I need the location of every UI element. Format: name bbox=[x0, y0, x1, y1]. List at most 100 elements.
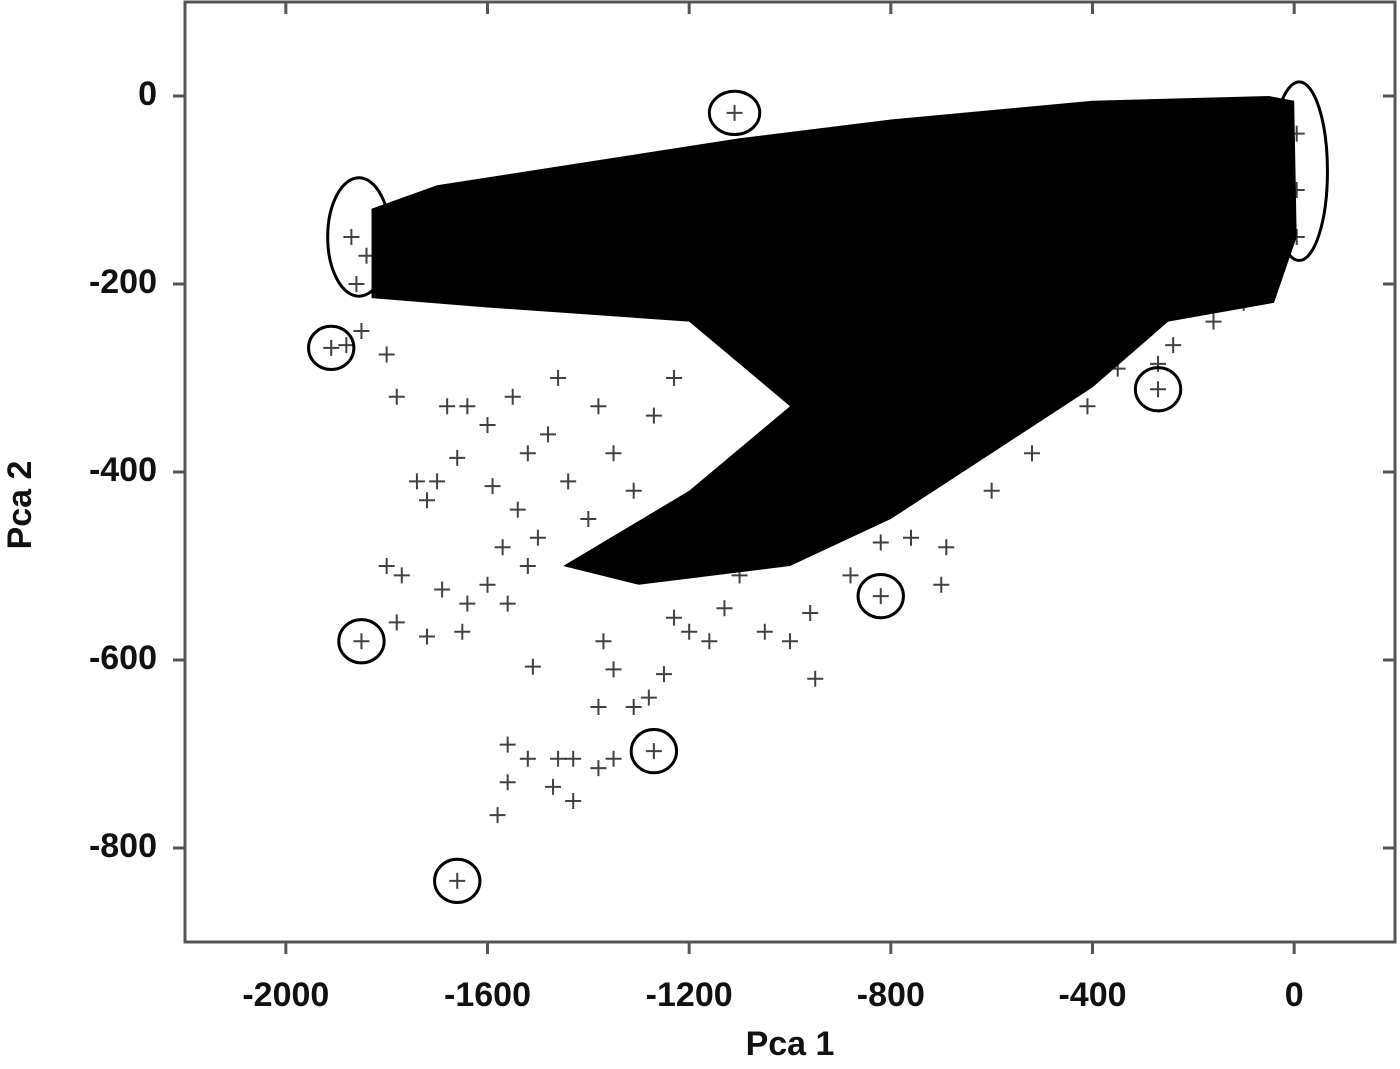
point bbox=[640, 689, 657, 706]
point bbox=[519, 558, 536, 574]
highlight-ellipse bbox=[629, 728, 679, 775]
point bbox=[1024, 445, 1040, 462]
point bbox=[1150, 381, 1167, 398]
point bbox=[605, 445, 622, 462]
point bbox=[872, 534, 889, 551]
point bbox=[605, 750, 622, 767]
y-tick-label: -200 bbox=[89, 263, 157, 301]
point bbox=[625, 482, 642, 499]
point bbox=[459, 595, 476, 612]
point bbox=[343, 229, 360, 245]
x-tick-label: -400 bbox=[1058, 976, 1126, 1014]
point bbox=[323, 339, 340, 356]
point bbox=[938, 539, 955, 556]
x-tick-label: -2000 bbox=[242, 976, 329, 1014]
point bbox=[338, 337, 355, 354]
point bbox=[353, 633, 370, 650]
highlight-ellipse bbox=[707, 89, 762, 137]
point bbox=[419, 492, 435, 509]
point bbox=[540, 426, 556, 443]
point bbox=[756, 623, 773, 640]
point bbox=[625, 699, 642, 715]
x-axis-label: Pca 1 bbox=[746, 1025, 835, 1063]
point bbox=[666, 370, 683, 386]
point bbox=[429, 473, 446, 490]
point bbox=[550, 750, 567, 767]
point bbox=[459, 398, 476, 415]
point bbox=[499, 736, 516, 753]
point bbox=[454, 623, 471, 640]
point bbox=[348, 276, 365, 292]
point bbox=[655, 666, 672, 683]
point bbox=[499, 774, 516, 791]
point bbox=[479, 417, 496, 433]
point bbox=[983, 482, 1000, 499]
highlight-ellipse bbox=[856, 572, 905, 620]
y-tick-label: -800 bbox=[89, 827, 157, 865]
point bbox=[565, 750, 582, 767]
point bbox=[903, 529, 919, 546]
point bbox=[388, 614, 405, 631]
point bbox=[489, 807, 506, 824]
point bbox=[782, 633, 798, 650]
point bbox=[504, 388, 521, 405]
highlight-ellipse bbox=[1269, 80, 1329, 262]
point bbox=[388, 388, 405, 405]
point bbox=[393, 567, 410, 584]
point bbox=[378, 346, 395, 363]
point bbox=[590, 760, 607, 777]
y-tick-label: -600 bbox=[89, 639, 157, 677]
x-tick-label: 0 bbox=[1285, 976, 1304, 1014]
point bbox=[590, 699, 607, 715]
point bbox=[645, 407, 662, 424]
point bbox=[842, 567, 859, 584]
x-tick-label: -1600 bbox=[444, 976, 531, 1014]
point bbox=[1235, 294, 1252, 311]
dense-region bbox=[371, 96, 1297, 585]
point bbox=[509, 501, 526, 518]
point bbox=[1150, 355, 1167, 372]
point bbox=[519, 445, 536, 462]
point bbox=[560, 473, 577, 490]
y-axis-label: Pca 2 bbox=[1, 461, 39, 550]
point bbox=[550, 370, 567, 386]
highlight-ellipse bbox=[307, 324, 356, 372]
point bbox=[479, 576, 496, 593]
x-tick-label: -1200 bbox=[646, 976, 733, 1014]
point bbox=[590, 398, 607, 415]
point bbox=[807, 670, 824, 687]
point bbox=[1165, 337, 1182, 354]
point bbox=[1288, 125, 1305, 142]
point bbox=[1205, 313, 1222, 330]
highlight-ellipse bbox=[1133, 366, 1183, 413]
point bbox=[1079, 398, 1096, 415]
point bbox=[1109, 360, 1126, 377]
point bbox=[494, 539, 511, 556]
point bbox=[701, 633, 718, 650]
point bbox=[565, 793, 582, 809]
point bbox=[434, 581, 451, 598]
point bbox=[731, 567, 748, 584]
y-tick-label: 0 bbox=[138, 75, 157, 113]
x-tick-label: -800 bbox=[857, 976, 925, 1014]
highlight-ellipse bbox=[433, 857, 482, 905]
point bbox=[353, 323, 370, 339]
point bbox=[716, 600, 733, 617]
point bbox=[545, 778, 562, 795]
point bbox=[519, 750, 536, 767]
point bbox=[499, 595, 516, 612]
point bbox=[1288, 182, 1305, 198]
point bbox=[933, 576, 950, 593]
point bbox=[681, 623, 698, 640]
point bbox=[1288, 229, 1305, 245]
point bbox=[529, 529, 546, 546]
point bbox=[449, 449, 466, 466]
point bbox=[645, 743, 662, 760]
point bbox=[802, 605, 819, 621]
point bbox=[419, 628, 435, 645]
highlight-ellipse bbox=[337, 618, 386, 665]
highlight-ellipse bbox=[326, 176, 392, 298]
point bbox=[595, 633, 612, 650]
point bbox=[408, 473, 425, 490]
